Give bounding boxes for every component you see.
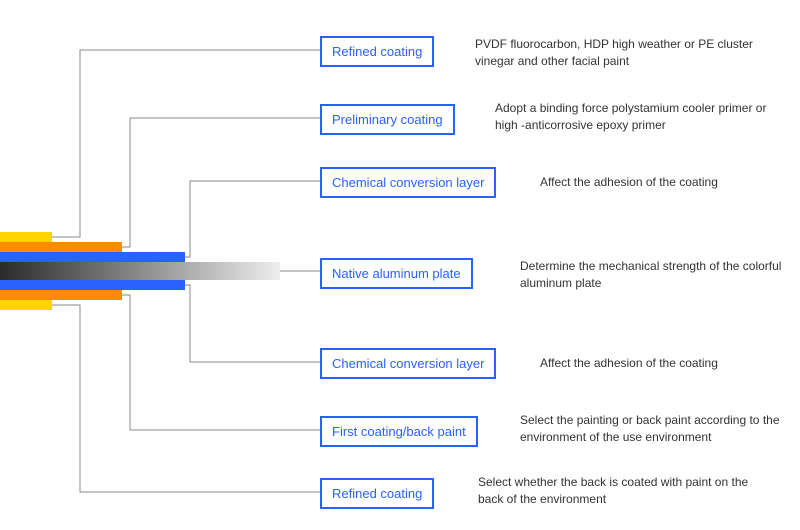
desc-preliminary: Adopt a binding force polystamium cooler… [495,100,775,134]
label-first-back: First coating/back paint [320,416,478,447]
label-refined-bot: Refined coating [320,478,434,509]
layer-l5 [0,290,122,300]
desc-chemconv-bot: Affect the adhesion of the coating [540,355,718,372]
layer-l1 [0,242,122,252]
label-chemconv-bot: Chemical conversion layer [320,348,496,379]
layer-l0 [0,232,52,242]
layer-l3 [0,262,280,280]
desc-refined-bot: Select whether the back is coated with p… [478,474,758,508]
desc-first-back: Select the painting or back paint accord… [520,412,800,446]
layer-l6 [0,300,52,310]
layer-l2 [0,252,185,262]
label-chemconv-top: Chemical conversion layer [320,167,496,198]
layer-l4 [0,280,185,290]
label-preliminary: Preliminary coating [320,104,455,135]
desc-chemconv-top: Affect the adhesion of the coating [540,174,718,191]
desc-native-al: Determine the mechanical strength of the… [520,258,800,292]
label-native-al: Native aluminum plate [320,258,473,289]
label-refined-top: Refined coating [320,36,434,67]
desc-refined-top: PVDF fluorocarbon, HDP high weather or P… [475,36,755,70]
